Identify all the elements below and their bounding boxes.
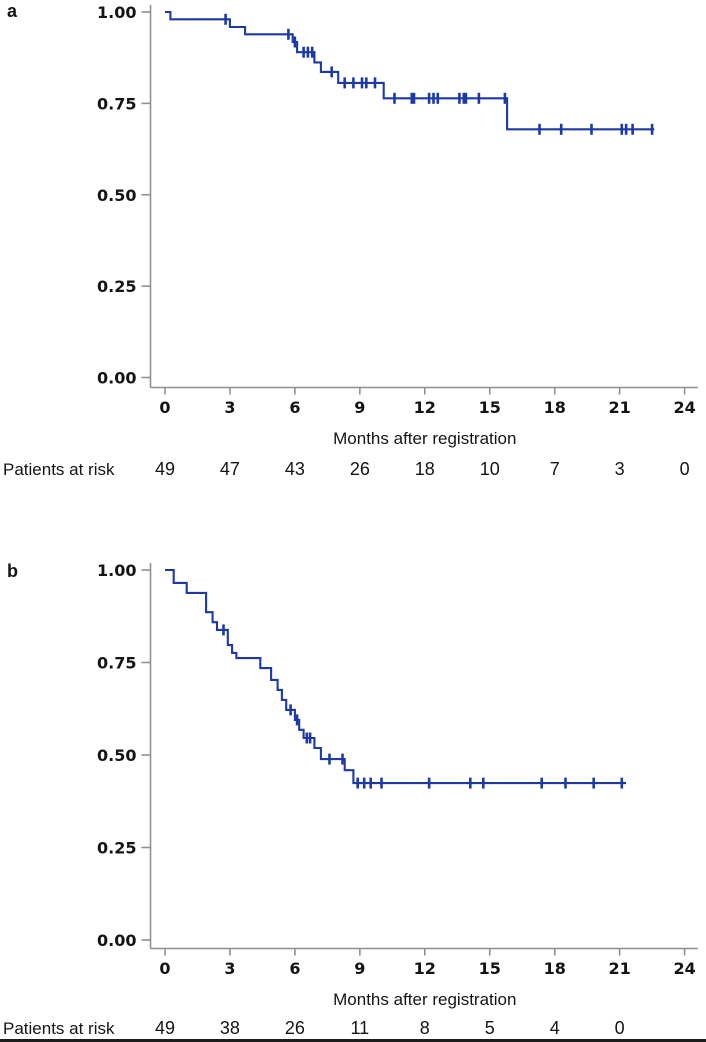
risk-count: 49 <box>155 1018 175 1038</box>
y-tick-label: 0.75 <box>97 94 136 113</box>
km-plot-panel-b: b 0.00 0.25 0.50 0.75 1.00 0 3 6 9 12 15 18 21 24 Month… <box>3 561 698 1038</box>
risk-count: 47 <box>220 459 240 479</box>
risk-count: 3 <box>615 459 625 479</box>
y-tick-label: 0.00 <box>97 369 136 388</box>
risk-count: 10 <box>480 459 500 479</box>
y-tick-label: 0.25 <box>97 277 136 296</box>
censor-marks <box>222 624 624 789</box>
x-tick-label: 3 <box>224 959 235 978</box>
x-tick-label: 12 <box>414 959 436 978</box>
risk-table-label: Patients at risk <box>3 460 115 479</box>
risk-count: 49 <box>155 459 175 479</box>
panel-label: b <box>7 561 18 581</box>
x-tick-label: 6 <box>289 398 300 417</box>
risk-count: 26 <box>285 1018 305 1038</box>
x-tick-label: 18 <box>544 959 566 978</box>
risk-count: 0 <box>615 1018 625 1038</box>
censor-marks <box>224 13 654 135</box>
x-tick-label: 3 <box>224 398 235 417</box>
risk-count: 5 <box>485 1018 495 1038</box>
km-curve <box>165 10 655 131</box>
x-tick-label: 18 <box>544 398 566 417</box>
x-tick-label: 6 <box>289 959 300 978</box>
y-tick-label: 1.00 <box>97 3 136 22</box>
risk-count: 43 <box>285 459 305 479</box>
risk-count: 0 <box>680 459 690 479</box>
risk-count: 7 <box>550 459 560 479</box>
x-tick-label: 24 <box>673 959 695 978</box>
x-tick-label: 15 <box>479 398 501 417</box>
risk-count: 4 <box>550 1018 560 1038</box>
risk-count: 18 <box>415 459 435 479</box>
y-tick-label: 0.75 <box>97 654 136 673</box>
risk-count: 11 <box>351 1018 370 1038</box>
x-tick-label: 9 <box>354 959 365 978</box>
x-tick-label: 0 <box>159 959 170 978</box>
km-curve <box>165 568 627 785</box>
y-tick-label: 0.25 <box>97 839 136 858</box>
y-tick-label: 0.50 <box>97 186 136 205</box>
km-plot-panel-a: a 0.00 0.25 0.50 0.75 1.00 0 3 6 9 12 15 18 21 24 Month… <box>3 1 698 479</box>
x-tick-label: 21 <box>609 959 631 978</box>
x-tick-label: 24 <box>673 398 695 417</box>
x-tick-label: 21 <box>609 398 631 417</box>
risk-table-label: Patients at risk <box>3 1019 115 1038</box>
bottom-edge-divider <box>0 1039 706 1042</box>
risk-count: 8 <box>420 1018 430 1038</box>
y-tick-label: 0.50 <box>97 746 136 765</box>
x-axis-title: Months after registration <box>333 990 516 1009</box>
risk-count: 26 <box>350 459 370 479</box>
x-axis-title: Months after registration <box>333 429 516 448</box>
risk-count: 38 <box>220 1018 240 1038</box>
x-tick-label: 9 <box>354 398 365 417</box>
x-tick-label: 12 <box>414 398 436 417</box>
y-tick-label: 0.00 <box>97 931 136 950</box>
x-tick-label: 15 <box>479 959 501 978</box>
panel-label: a <box>7 1 18 21</box>
x-tick-label: 0 <box>159 398 170 417</box>
y-tick-label: 1.00 <box>97 561 136 580</box>
